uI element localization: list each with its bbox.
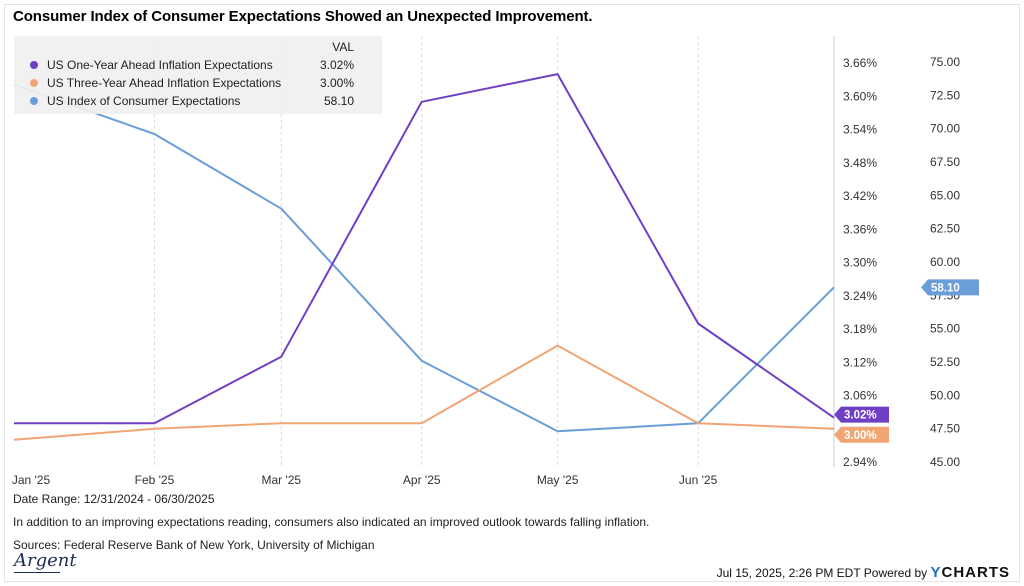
date-range: Date Range: 12/31/2024 - 06/30/2025: [13, 492, 215, 506]
timestamp: Jul 15, 2025, 2:26 PM EDT Powered by: [716, 566, 928, 580]
x-tick-label: Apr '25: [403, 473, 441, 487]
y-right-tick-label: 67.50: [930, 155, 960, 169]
series-line: [13, 344, 835, 441]
x-tick-label: Feb '25: [135, 473, 175, 487]
y-left-tick-label: 3.36%: [843, 222, 877, 236]
legend-item-value: 58.10: [323, 94, 354, 108]
x-tick-label: Jun '25: [679, 473, 718, 487]
y-left-tick-label: 3.18%: [843, 322, 877, 336]
legend-item-value: 3.02%: [319, 58, 354, 72]
y-left-tick-label: 3.12%: [843, 355, 877, 369]
legend-header: VAL: [332, 40, 354, 54]
y-left-tick-label: 3.06%: [843, 389, 877, 403]
legend-dot-icon: [30, 79, 38, 87]
series-line: [14, 73, 835, 425]
x-tick-label: May '25: [537, 473, 579, 487]
ycharts-credit: Jul 15, 2025, 2:26 PM EDT Powered by YCH…: [717, 564, 1010, 581]
y-right-tick-label: 75.00: [930, 55, 960, 69]
y-right-tick-label: 62.50: [930, 222, 960, 236]
y-left-tick-label: 2.94%: [843, 455, 877, 469]
end-label-one-year: 3.02%: [844, 410, 877, 422]
y-left-tick-label: 3.66%: [843, 56, 877, 70]
legend: VAL US One-Year Ahead Inflation Expectat…: [14, 36, 382, 114]
y-left-tick-label: 3.60%: [843, 89, 877, 103]
y-right-tick-label: 52.50: [930, 355, 960, 369]
ycharts-logo[interactable]: YCHARTS: [930, 564, 1010, 581]
y-right-tick-label: 45.00: [930, 455, 960, 469]
y-left-tick-label: 3.54%: [843, 123, 877, 137]
y-left-tick-label: 3.48%: [843, 156, 877, 170]
legend-item-value: 3.00%: [319, 76, 354, 90]
legend-dot-icon: [30, 61, 38, 69]
y-right-tick-label: 60.00: [930, 255, 960, 269]
argent-logo-underline: [14, 572, 60, 573]
series-line: [13, 83, 835, 433]
end-label-three-year: 3.00%: [844, 430, 877, 442]
argent-logo: Argent: [14, 550, 77, 571]
y-left-tick-label: 3.42%: [843, 189, 877, 203]
end-label-one-year-bg: [834, 406, 889, 423]
legend-item-label: US One-Year Ahead Inflation Expectations: [47, 58, 273, 72]
y-right-tick-label: 55.00: [930, 322, 960, 336]
end-label-index: 58.10: [931, 282, 960, 294]
legend-item-one-year[interactable]: US One-Year Ahead Inflation Expectations…: [14, 56, 382, 74]
page-border: [4, 4, 1020, 582]
end-label-index-bg: [921, 279, 979, 296]
legend-item-label: US Index of Consumer Expectations: [47, 94, 241, 108]
y-right-tick-label: 70.00: [930, 122, 960, 136]
y-left-tick-label: 3.24%: [843, 289, 877, 303]
chart-title: Consumer Index of Consumer Expectations …: [13, 8, 593, 25]
legend-item-label: US Three-Year Ahead Inflation Expectatio…: [47, 76, 282, 90]
end-label-three-year-bg: [834, 426, 889, 443]
legend-item-three-year[interactable]: US Three-Year Ahead Inflation Expectatio…: [14, 74, 382, 92]
y-right-tick-label: 47.50: [930, 422, 960, 436]
legend-dot-icon: [30, 97, 38, 105]
y-left-tick-label: 3.30%: [843, 256, 877, 270]
chart-note: In addition to an improving expectations…: [13, 515, 650, 529]
y-right-tick-label: 65.00: [930, 188, 960, 202]
x-tick-label: Jan '25: [12, 473, 51, 487]
y-right-tick-label: 50.00: [930, 388, 960, 402]
legend-item-index[interactable]: US Index of Consumer Expectations 58.10: [14, 92, 382, 110]
sources: Sources: Federal Reserve Bank of New Yor…: [13, 538, 375, 552]
x-tick-label: Mar '25: [261, 473, 301, 487]
y-right-tick-label: 72.50: [930, 88, 960, 102]
